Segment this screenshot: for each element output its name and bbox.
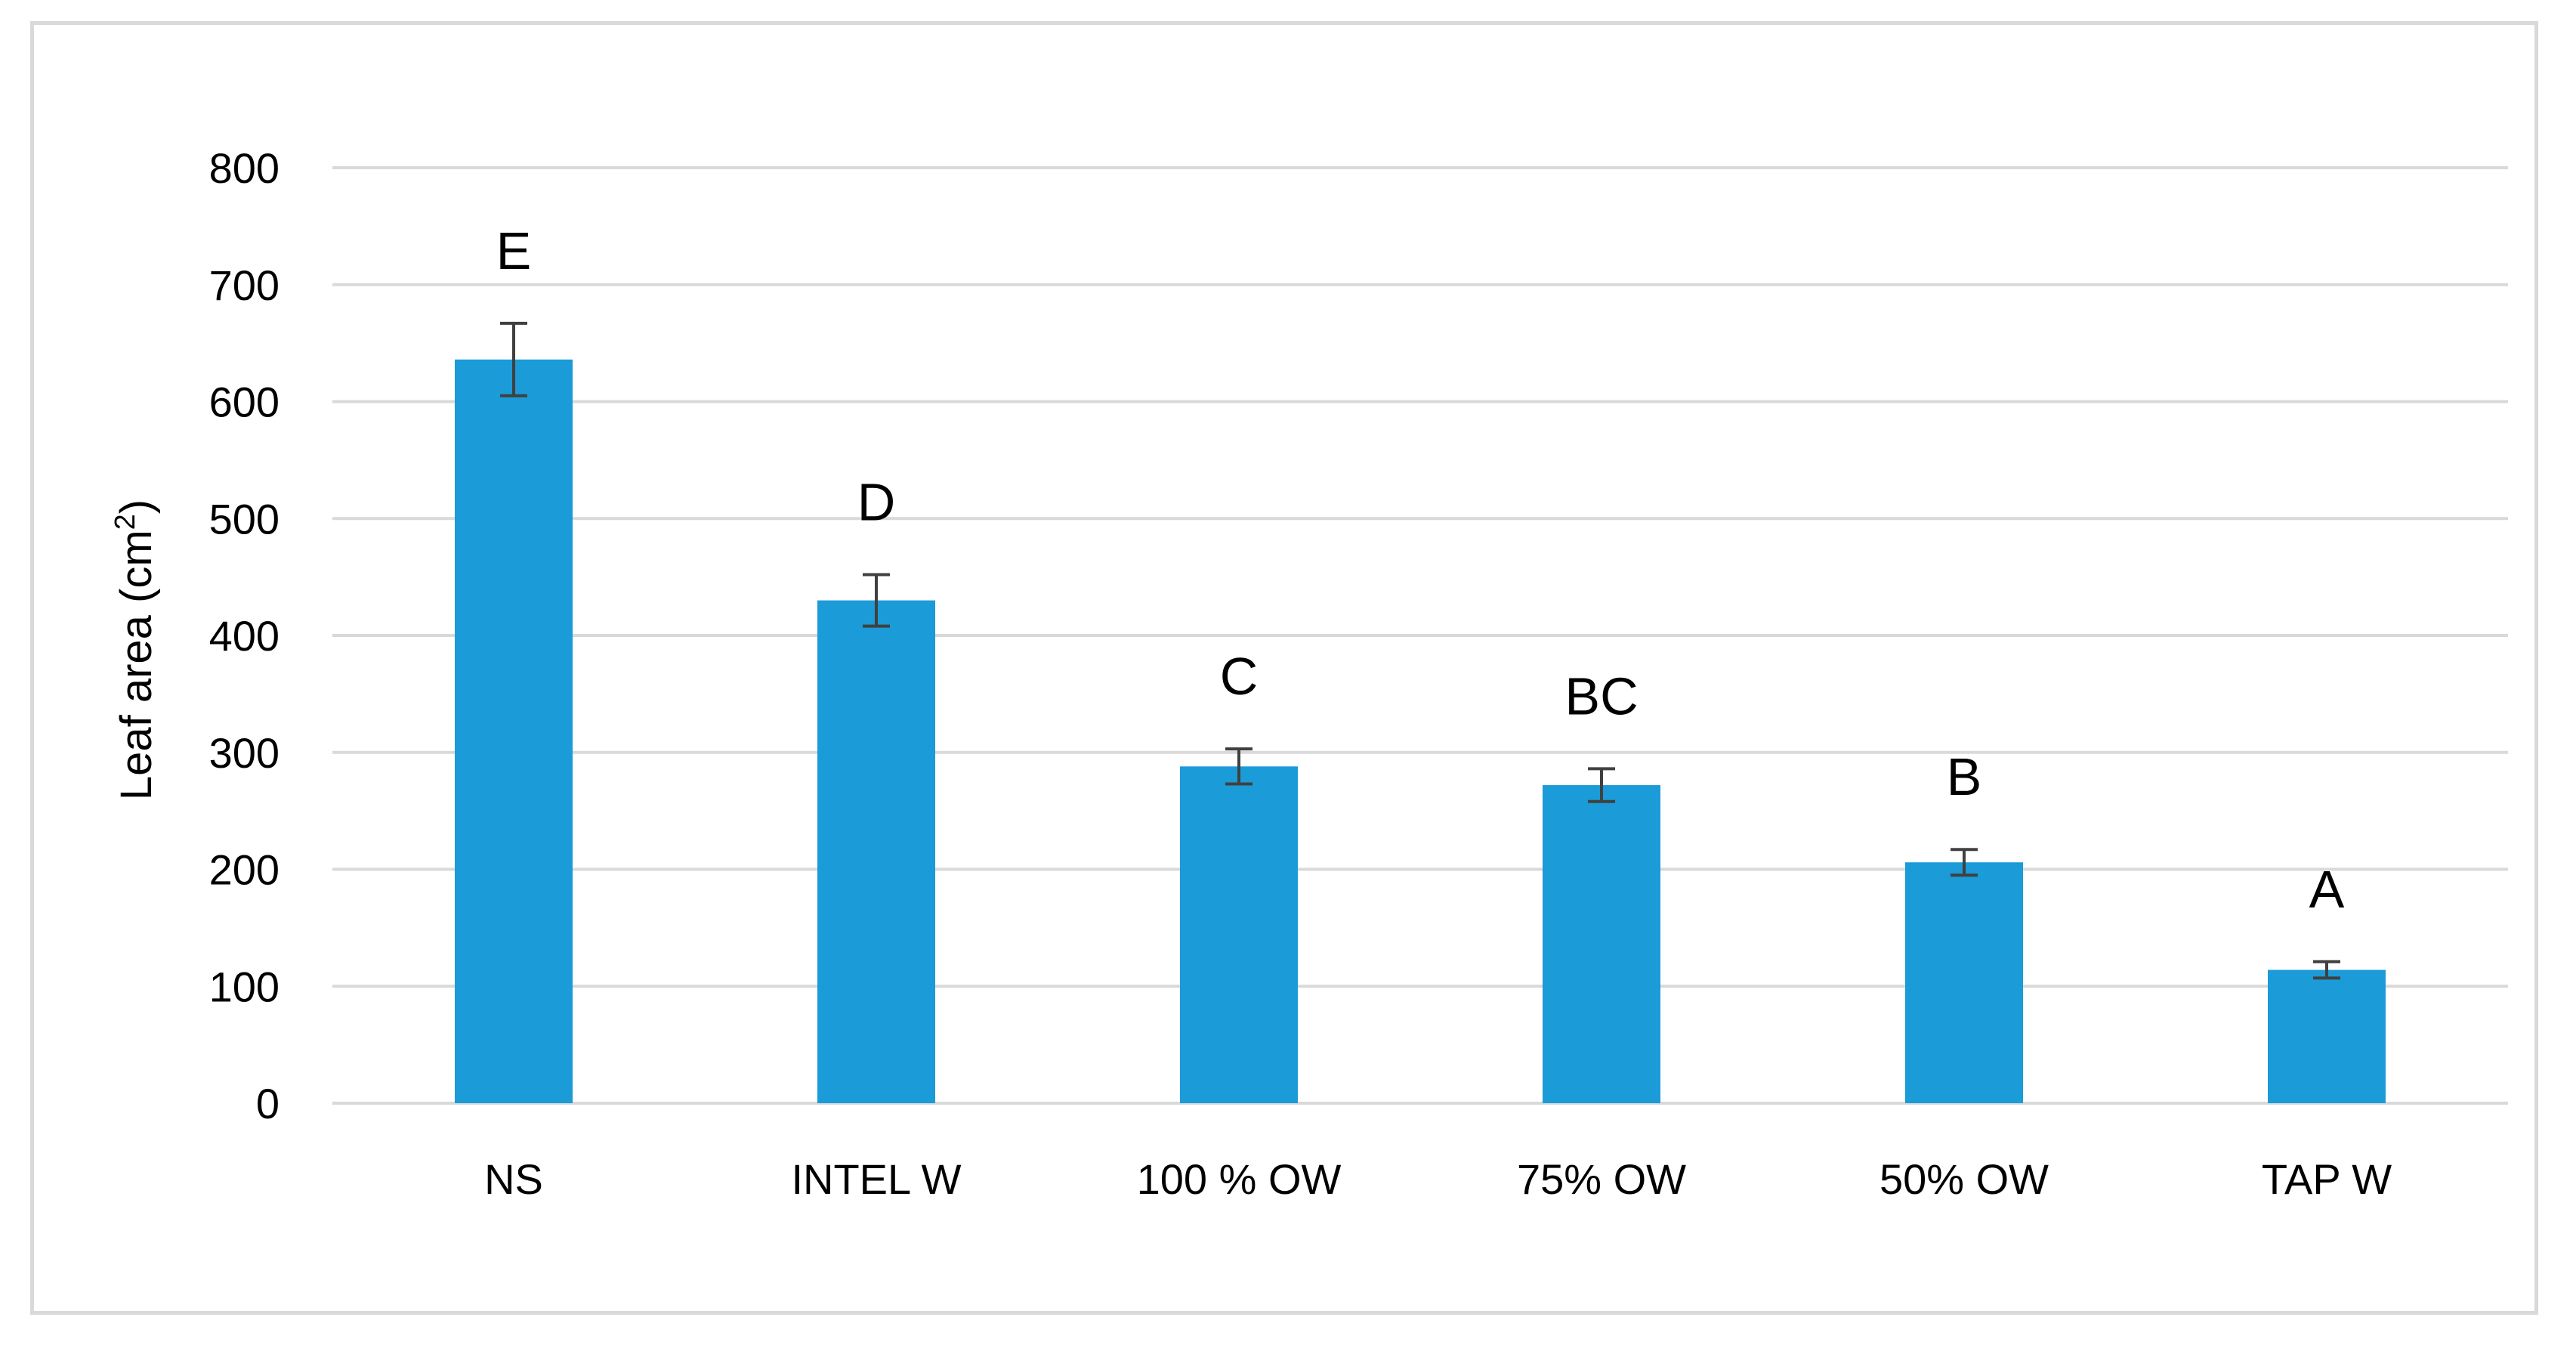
x-tick-label: INTEL W xyxy=(791,1155,961,1203)
significance-label-5: A xyxy=(2309,860,2345,919)
y-axis-title: Leaf area (cm2) xyxy=(110,499,161,800)
x-tick-label: TAP W xyxy=(2262,1155,2392,1203)
x-tick-label: NS xyxy=(484,1155,543,1203)
y-tick-label: 500 xyxy=(209,495,280,543)
bar-0 xyxy=(455,359,573,1103)
y-tick-label: 800 xyxy=(209,144,280,192)
x-tick-label: 100 % OW xyxy=(1137,1155,1342,1203)
bar-3 xyxy=(1543,785,1660,1103)
bar-1 xyxy=(817,600,935,1103)
gridlines xyxy=(332,166,2508,1105)
y-tick-label: 300 xyxy=(209,729,280,777)
bar-2 xyxy=(1180,766,1298,1103)
labels: 0 100 200 300 400 500 600 700 800 E NS D INTEL W C 100… xyxy=(209,144,2392,1203)
significance-label-0: E xyxy=(496,221,532,280)
significance-label-3: BC xyxy=(1564,666,1638,725)
y-tick-label: 100 xyxy=(209,963,280,1010)
significance-label-2: C xyxy=(1220,647,1259,706)
significance-label-1: D xyxy=(857,473,896,532)
x-tick-label: 75% OW xyxy=(1517,1155,1686,1203)
bar-5 xyxy=(2268,969,2386,1103)
significance-label-4: B xyxy=(1947,747,1982,806)
y-tick-label: 0 xyxy=(256,1080,280,1127)
error-bars xyxy=(500,321,2340,980)
y-tick-label: 400 xyxy=(209,612,280,660)
y-tick-label: 200 xyxy=(209,846,280,894)
bars xyxy=(455,359,2386,1103)
y-tick-label: 700 xyxy=(209,261,280,309)
bar-4 xyxy=(1905,862,2023,1103)
x-tick-label: 50% OW xyxy=(1879,1155,2049,1203)
y-tick-label: 600 xyxy=(209,379,280,426)
